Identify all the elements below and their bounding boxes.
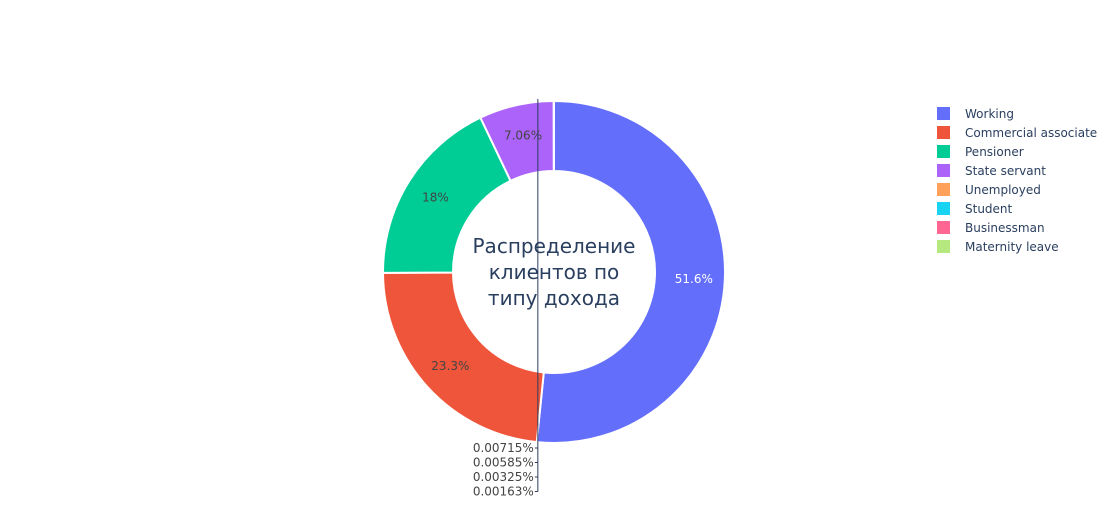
- chart-title-line: Распределение: [473, 234, 636, 258]
- legend-swatch: [937, 164, 950, 177]
- slice-label-businessman: 0.00325%: [473, 470, 534, 484]
- legend-swatch: [937, 221, 950, 234]
- slice-label-maternity-leave: 0.00163%: [473, 485, 534, 499]
- legend-item-unemployed[interactable]: Unemployed: [937, 183, 1041, 197]
- legend-label: Commercial associate: [965, 126, 1097, 140]
- legend-item-pensioner[interactable]: Pensioner: [937, 145, 1024, 159]
- legend-label: Student: [965, 202, 1013, 216]
- legend-item-working[interactable]: Working: [937, 107, 1014, 121]
- chart-title: Распределение клиентов по типу дохода: [473, 234, 636, 310]
- legend-item-student[interactable]: Student: [937, 202, 1013, 216]
- legend-item-maternity-leave[interactable]: Maternity leave: [937, 240, 1059, 254]
- slice-label-state-servant: 7.06%: [504, 128, 542, 142]
- slice-label-student: 0.00585%: [473, 456, 534, 470]
- chart-title-line: клиентов по: [489, 260, 620, 284]
- legend-label: Unemployed: [965, 183, 1041, 197]
- chart-title-line: типу дохода: [488, 286, 620, 310]
- legend-item-state-servant[interactable]: State servant: [937, 164, 1046, 178]
- legend-label: Businessman: [965, 221, 1045, 235]
- slice-label-commercial-associate: 23.3%: [431, 359, 469, 373]
- slice-label-pensioner: 18%: [422, 191, 449, 205]
- legend-swatch: [937, 107, 950, 120]
- legend-item-businessman[interactable]: Businessman: [937, 221, 1045, 235]
- legend-label: Pensioner: [965, 145, 1024, 159]
- legend-swatch: [937, 126, 950, 139]
- legend-swatch: [937, 145, 950, 158]
- legend[interactable]: Working Commercial associate Pensioner Stat…: [937, 107, 1097, 254]
- legend-swatch: [937, 183, 950, 196]
- legend-label: Working: [965, 107, 1014, 121]
- legend-swatch: [937, 202, 950, 215]
- legend-swatch: [937, 240, 950, 253]
- legend-label: State servant: [965, 164, 1046, 178]
- legend-item-commercial-associate[interactable]: Commercial associate: [937, 126, 1097, 140]
- slice-label-working: 51.6%: [675, 272, 713, 286]
- legend-label: Maternity leave: [965, 240, 1059, 254]
- slice-label-unemployed: 0.00715%: [473, 441, 534, 455]
